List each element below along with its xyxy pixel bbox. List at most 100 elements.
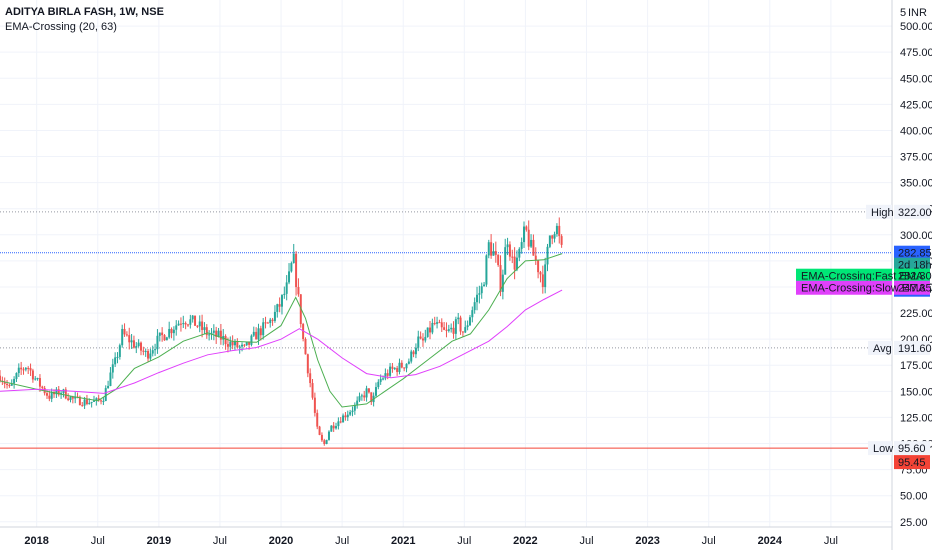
candle-body [85, 399, 88, 405]
candle-body [102, 401, 105, 403]
candle-body [15, 373, 18, 379]
x-tick-label: Jul [579, 535, 593, 547]
candle-body [492, 251, 495, 256]
candle-body [468, 317, 471, 326]
candle-body [125, 334, 128, 336]
candle-body [370, 392, 373, 403]
candle-body [132, 340, 135, 348]
candle-body [151, 350, 154, 354]
candle-body [433, 322, 436, 324]
candle-body [243, 344, 246, 346]
candle-body [34, 378, 37, 380]
x-tick-label: Jul [335, 535, 349, 547]
candle-body [384, 373, 387, 379]
candle-body [233, 341, 236, 346]
candle-body [172, 329, 175, 334]
slow-ema-tag-bg [894, 280, 930, 295]
candle-body [311, 383, 314, 398]
fast-ema-label-bg [796, 268, 892, 283]
candle-body [400, 362, 403, 368]
candle-body [410, 351, 413, 362]
candle-body [121, 328, 124, 346]
indicator-legend[interactable]: EMA-Crossing (20, 63) [5, 21, 117, 33]
low-price-tag-bg [894, 441, 930, 456]
candle-body [29, 368, 32, 371]
candle-body [358, 396, 361, 401]
candle-body [363, 395, 366, 398]
candle-body [224, 336, 227, 345]
candle-body [478, 293, 481, 295]
candle-body [238, 346, 241, 348]
candle-body [50, 392, 53, 399]
y-tick-label: 450.00 [900, 73, 932, 85]
last-price-tag: 282.85 [898, 248, 932, 260]
candle-body [31, 370, 34, 380]
candle-body [78, 396, 81, 406]
candle-body [128, 335, 131, 343]
candle-body [205, 327, 208, 336]
candle-body [447, 329, 450, 331]
candle-body [278, 304, 281, 307]
candle-body [295, 253, 298, 288]
candle-body [245, 341, 248, 346]
candle-body [412, 351, 415, 355]
candle-body [483, 284, 486, 287]
candle-body [553, 234, 556, 239]
candle-body [471, 310, 474, 318]
candle-body [104, 388, 107, 402]
candle-body [464, 327, 467, 333]
candle-body [487, 242, 490, 256]
candle-body [443, 327, 446, 330]
candle-body [480, 286, 483, 294]
candle-body [165, 337, 168, 341]
candle-body [3, 381, 6, 384]
low-label: Low [873, 443, 893, 455]
candle-body [24, 367, 27, 370]
candle-body [194, 315, 197, 326]
candle-body [485, 255, 488, 285]
candle-body [344, 415, 347, 418]
candle-body [417, 336, 420, 348]
candle-body [212, 330, 215, 333]
candle-body [508, 244, 511, 257]
candle-body [504, 247, 507, 275]
candle-body [27, 367, 30, 369]
candle-body [346, 414, 349, 418]
candle-body [499, 265, 502, 292]
candle-body [323, 440, 326, 444]
candle-body [273, 311, 276, 321]
high-price-tag: 322.00 [898, 207, 932, 219]
candle-body [67, 398, 70, 400]
candle-body [426, 327, 429, 337]
candle-body [351, 410, 354, 413]
candle-body [144, 351, 147, 353]
chart-title: ADITYA BIRLA FASH, 1W, NSE [5, 6, 164, 18]
candle-body [226, 344, 229, 347]
slow-ema-line [0, 289, 563, 394]
candle-body [431, 322, 434, 333]
y-tick-label: 425.00 [900, 99, 932, 111]
currency-marker: 5 [900, 7, 906, 19]
candle-body [191, 315, 194, 320]
candle-body [513, 256, 516, 270]
candle-body [135, 346, 138, 348]
x-tick-label: 2024 [758, 535, 783, 547]
candle-body [6, 383, 9, 386]
candle-body [170, 328, 173, 334]
x-tick-label: 2019 [147, 535, 171, 547]
candle-body [302, 324, 305, 339]
candle-body [17, 367, 20, 374]
candle-body [290, 263, 293, 272]
candle-body [546, 246, 549, 265]
candle-body [349, 412, 352, 415]
candle-body [318, 426, 321, 435]
candle-body [335, 426, 338, 429]
fast-ema-tag-bg [894, 268, 930, 283]
candle-body [285, 282, 288, 294]
candle-body [203, 327, 206, 330]
candle-body [276, 304, 279, 312]
candle-body [149, 353, 152, 359]
candle-body [255, 331, 258, 340]
candle-body [156, 335, 159, 350]
